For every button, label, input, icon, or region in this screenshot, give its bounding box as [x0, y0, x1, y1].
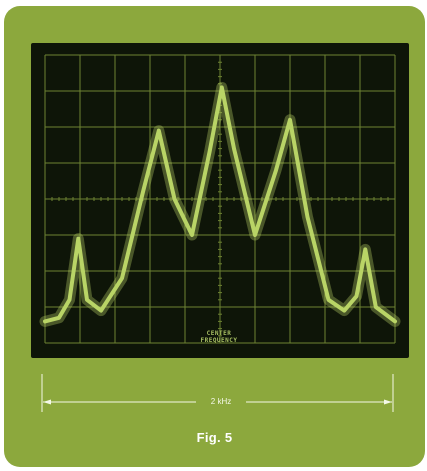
figure-card: CENTER FREQUENCY 2 kHz Fig. 5	[4, 6, 425, 467]
span-arrow-graphic	[41, 374, 394, 412]
spectrum-traces	[39, 81, 401, 327]
span-label: 2 kHz	[196, 397, 246, 406]
oscilloscope-screen: CENTER FREQUENCY	[31, 43, 409, 358]
figure-caption: Fig. 5	[196, 430, 233, 445]
center-label-line1: CENTER	[206, 330, 232, 337]
span-left-arrowhead	[43, 399, 51, 405]
span-right-arrowhead	[384, 399, 392, 405]
center-label-line2: FREQUENCY	[200, 337, 238, 344]
trace-line-0	[43, 85, 397, 324]
frequency-span-indicator: 2 kHz	[41, 372, 399, 414]
center-frequency-label: CENTER FREQUENCY	[189, 330, 249, 344]
spectrum-plot	[39, 54, 401, 344]
